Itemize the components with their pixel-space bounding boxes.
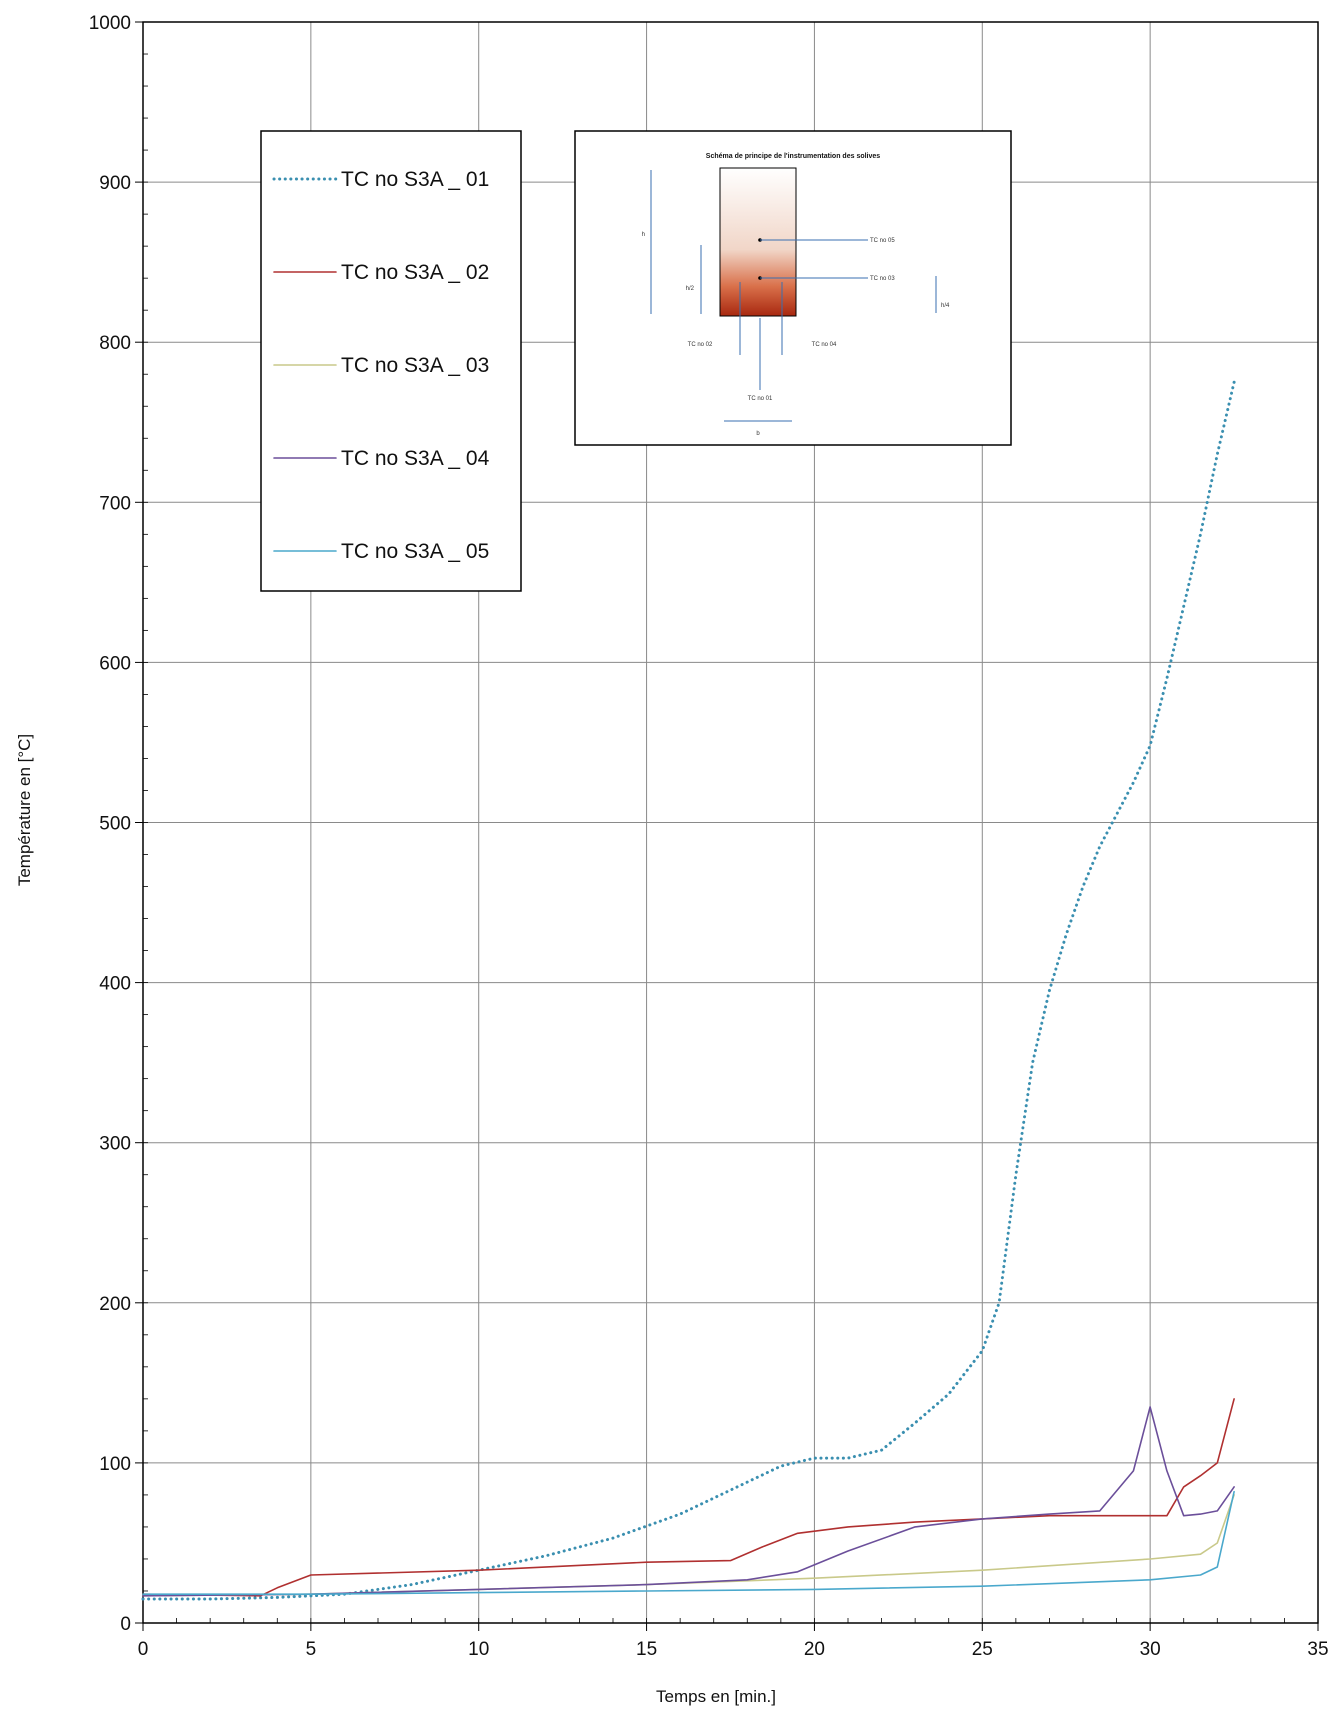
y-tick-label: 100 bbox=[99, 1454, 131, 1475]
series-line-3 bbox=[142, 1494, 1235, 1597]
y-tick-label: 1000 bbox=[89, 13, 131, 34]
tc04-label: TC no 04 bbox=[812, 342, 837, 348]
dim-h2-label: h/2 bbox=[686, 286, 695, 292]
y-axis-title: Température en [°C] bbox=[15, 734, 34, 886]
x-tick-label: 25 bbox=[972, 1639, 993, 1660]
tc02-label: TC no 02 bbox=[688, 342, 713, 348]
series-line-4 bbox=[142, 1406, 1235, 1597]
x-tick-label: 20 bbox=[804, 1639, 825, 1660]
dim-b-label: b bbox=[756, 431, 760, 437]
y-tick-label: 700 bbox=[99, 493, 131, 514]
y-tick-label: 200 bbox=[99, 1294, 131, 1315]
y-axis-ticks: 0 100 200 300 400 500 600 700 800 900 1000 bbox=[89, 13, 148, 1635]
x-axis-title: Temps en [min.] bbox=[656, 1687, 776, 1706]
legend-frame bbox=[260, 130, 522, 592]
x-tick-label: 10 bbox=[468, 1639, 489, 1660]
legend-label-3: TC no S3A _ 03 bbox=[341, 354, 489, 377]
x-tick-label: 5 bbox=[306, 1639, 317, 1660]
legend-label-4: TC no S3A _ 04 bbox=[341, 447, 490, 470]
beam-section bbox=[719, 167, 797, 317]
legend-label-2: TC no S3A _ 02 bbox=[341, 261, 489, 284]
x-tick-label: 0 bbox=[138, 1639, 149, 1660]
x-tick-label: 35 bbox=[1307, 1639, 1328, 1660]
y-tick-label: 400 bbox=[99, 974, 131, 995]
legend: TC no S3A _ 01 TC no S3A _ 02 TC no S3A _ … bbox=[260, 130, 522, 592]
tc01-label: TC no 01 bbox=[748, 396, 773, 402]
y-tick-label: 900 bbox=[99, 173, 131, 194]
dim-h4-label: h/4 bbox=[941, 303, 950, 309]
series-line-1 bbox=[141, 380, 1236, 1601]
x-tick-label: 15 bbox=[636, 1639, 657, 1660]
x-tick-label: 30 bbox=[1140, 1639, 1161, 1660]
series-line-2 bbox=[142, 1398, 1235, 1597]
tc05-label: TC no 05 bbox=[870, 238, 895, 244]
x-axis-ticks: 0 5 10 15 20 25 30 35 bbox=[138, 1618, 1329, 1660]
inset-schematic: Schéma de principe de l'instrumentation … bbox=[574, 130, 1012, 446]
chart-series bbox=[141, 380, 1236, 1601]
legend-label-5: TC no S3A _ 05 bbox=[341, 540, 489, 563]
y-tick-label: 800 bbox=[99, 333, 131, 354]
legend-items: TC no S3A _ 01 TC no S3A _ 02 TC no S3A _ … bbox=[272, 168, 490, 563]
y-tick-label: 500 bbox=[99, 814, 131, 835]
inset-title: Schéma de principe de l'instrumentation … bbox=[706, 153, 880, 160]
tc03-label: TC no 03 bbox=[870, 276, 895, 282]
legend-label-1: TC no S3A _ 01 bbox=[341, 168, 489, 191]
y-tick-label: 0 bbox=[120, 1614, 131, 1635]
y-tick-label: 300 bbox=[99, 1134, 131, 1155]
dim-h-label: h bbox=[642, 232, 645, 238]
series-line-5 bbox=[142, 1490, 1235, 1595]
y-tick-label: 600 bbox=[99, 653, 131, 674]
